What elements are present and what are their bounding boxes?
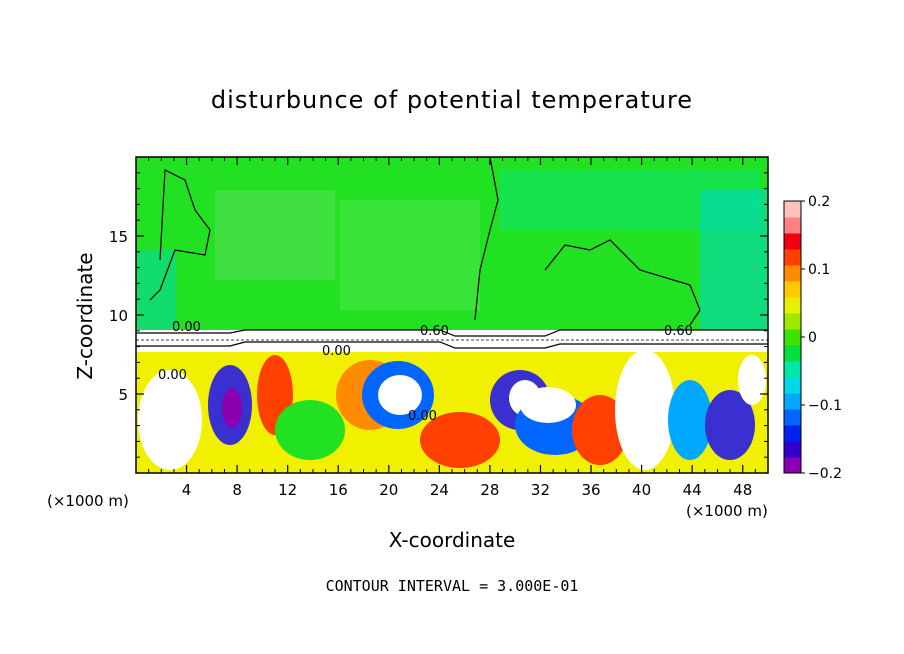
upper-field-patch [700, 190, 768, 330]
x-unit-label-left: (×1000 m) [47, 492, 129, 510]
colorbar-swatch [784, 329, 801, 346]
colorbar-swatch [784, 377, 801, 394]
white-region [615, 350, 675, 470]
contour-line [136, 341, 768, 349]
x-tick-label: 28 [480, 481, 499, 499]
x-unit-label-right: (×1000 m) [686, 502, 768, 520]
contour-line [149, 169, 211, 301]
x-tick-label: 12 [278, 481, 297, 499]
colorbar-swatch [784, 409, 801, 426]
x-tick-label: 20 [379, 481, 398, 499]
field-plot [136, 157, 768, 473]
contour-label: 0.00 [408, 409, 437, 424]
colorbar-tick-label: 0.1 [808, 262, 830, 278]
colorbar-tick-label: −0.2 [808, 466, 842, 482]
contour-label: 0.60 [420, 324, 449, 339]
colorbar-swatch [784, 313, 801, 330]
colorbar-swatch [784, 457, 801, 474]
chart-title: disturbunce of potential temperature [210, 86, 694, 114]
white-swirl-core [378, 375, 422, 415]
x-axis-label: X-coordinate [389, 528, 516, 552]
warm-blob [420, 412, 500, 468]
y-tick-label: 10 [109, 307, 128, 325]
colorbar-swatch [784, 441, 801, 458]
y-axis: 5 10 15 [109, 172, 768, 458]
colorbar-swatch [784, 217, 801, 234]
warm-blob [572, 395, 628, 465]
colorbar-swatch [784, 393, 801, 410]
upper-field-patch [215, 190, 335, 280]
colorbar [784, 201, 801, 474]
y-tick-label: 15 [109, 228, 128, 246]
cold-blob [668, 380, 712, 460]
colorbar-frame [783, 200, 802, 474]
y-tick-label: 5 [118, 386, 128, 404]
white-region [738, 355, 766, 405]
white-region [520, 387, 576, 423]
colorbar-ticks: 0.2 0.1 0 −0.1 −0.2 [801, 194, 842, 482]
colorbar-swatch [784, 281, 801, 298]
contour-label: 0.00 [322, 344, 351, 359]
x-tick-label: 40 [632, 481, 651, 499]
green-blob [275, 400, 345, 460]
x-tick-label: 8 [232, 481, 242, 499]
interface-band [136, 330, 768, 352]
contour-label: 0.00 [172, 320, 201, 335]
colorbar-swatch [784, 361, 801, 378]
contour-interval-note: CONTOUR INTERVAL = 3.000E-01 [325, 577, 579, 595]
x-tick-label: 48 [733, 481, 752, 499]
colorbar-tick-label: 0.2 [808, 194, 830, 210]
upper-field-patch [340, 200, 480, 310]
x-axis: 4 8 12 16 20 24 28 32 36 40 44 48 [148, 157, 756, 499]
x-tick-label: 4 [182, 481, 192, 499]
contour-line [136, 329, 768, 337]
cold-blob [705, 390, 755, 460]
white-region [138, 370, 202, 470]
x-tick-label: 44 [683, 481, 702, 499]
y-axis-label: Z-coordinate [73, 252, 97, 379]
contour-line [544, 239, 701, 326]
colorbar-tick-label: −0.1 [808, 398, 842, 414]
colorbar-swatch [784, 425, 801, 442]
contour-label: 0.00 [158, 368, 187, 383]
x-tick-label: 16 [329, 481, 348, 499]
upper-field-patch [136, 250, 176, 330]
colorbar-swatch [784, 233, 801, 250]
x-tick-label: 24 [430, 481, 449, 499]
contour-line [474, 157, 499, 321]
contour-labels: 0.00 0.00 0.00 0.00 0.60 0.60 [158, 320, 693, 424]
colorbar-swatch [784, 297, 801, 314]
x-tick-label: 32 [531, 481, 550, 499]
colorbar-tick-label: 0 [808, 330, 817, 346]
colorbar-swatch [784, 249, 801, 266]
x-tick-label: 36 [581, 481, 600, 499]
contour-label: 0.60 [664, 324, 693, 339]
colorbar-swatch [784, 265, 801, 282]
colorbar-swatch [784, 345, 801, 362]
colorbar-swatch [784, 201, 801, 218]
cold-core [222, 388, 242, 428]
